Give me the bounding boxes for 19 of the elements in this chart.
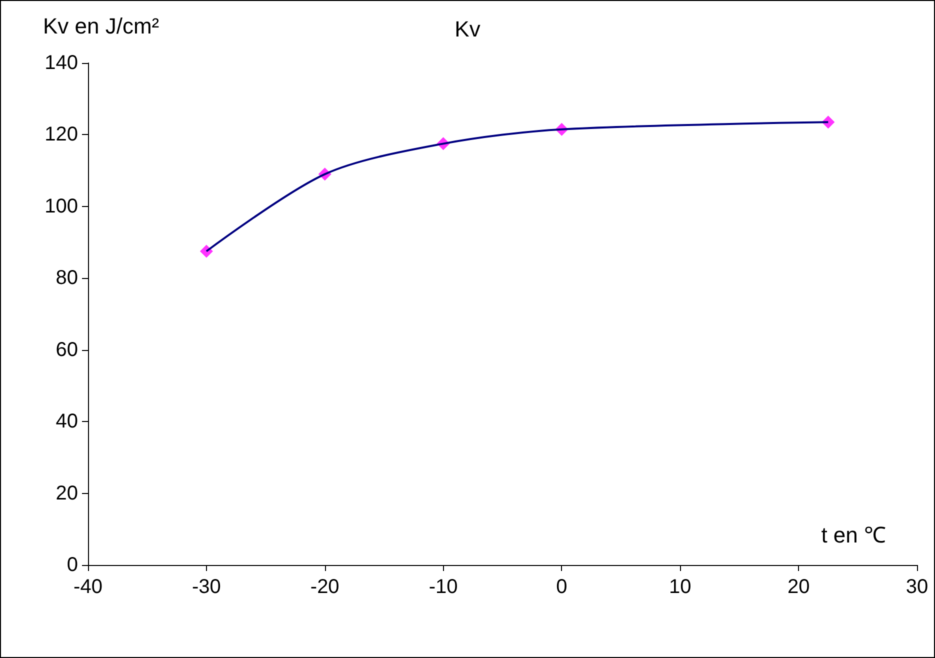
x-tick-label: 20	[787, 576, 810, 598]
x-tick-label: -20	[310, 576, 340, 598]
y-tick-label: 20	[56, 482, 78, 504]
y-tick-label: 60	[56, 338, 78, 361]
y-axis-title: Kv en J/cm²	[43, 14, 160, 38]
y-tick-label: 120	[44, 124, 78, 146]
x-tick-label: 10	[669, 576, 692, 598]
x-tick-label: 30	[906, 576, 928, 598]
x-tick-label: -10	[428, 576, 458, 598]
x-tick-label: -30	[192, 576, 221, 598]
x-tick-label: 0	[556, 576, 568, 598]
x-tick-label: -40	[74, 576, 102, 598]
chart-title: Kv	[454, 16, 480, 42]
y-tick-label: 100	[44, 195, 78, 218]
x-axis-title: t en ℃	[821, 522, 886, 548]
y-tick-label: 40	[56, 410, 78, 433]
y-tick-label: 0	[66, 554, 78, 576]
y-tick-label: 80	[56, 267, 78, 290]
y-tick-label: 140	[44, 52, 78, 74]
